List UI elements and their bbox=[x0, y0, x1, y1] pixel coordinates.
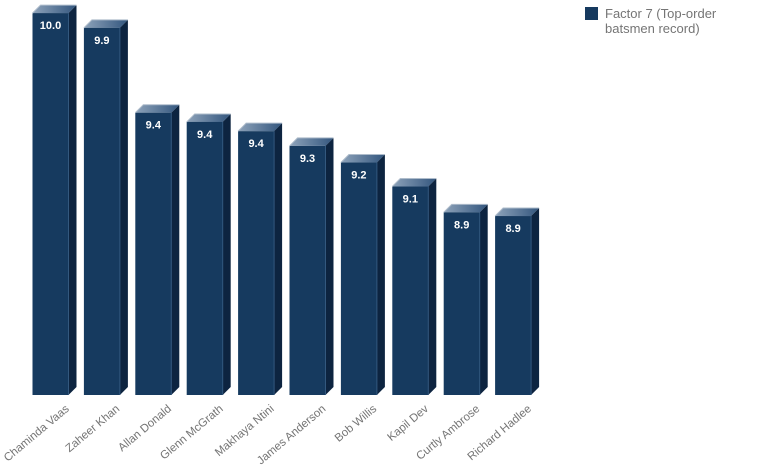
bar-side-face bbox=[68, 5, 77, 396]
bar-top-face bbox=[83, 19, 128, 28]
bar-value-label: 9.4 bbox=[146, 120, 162, 132]
bar-column[interactable]: 9.3 bbox=[289, 137, 334, 396]
bar-value-label: 9.4 bbox=[197, 129, 213, 141]
legend-swatch-icon bbox=[585, 7, 598, 20]
bar-front-face bbox=[186, 121, 223, 395]
bar-value-label: 9.9 bbox=[94, 35, 109, 47]
bar-value-label: 9.2 bbox=[351, 170, 366, 182]
bar-column[interactable]: 9.1 bbox=[391, 178, 437, 395]
bar-front-face bbox=[495, 216, 532, 395]
bar-front-face bbox=[32, 13, 69, 396]
bar-top-edge-highlight bbox=[237, 122, 283, 132]
bar-side-face bbox=[222, 113, 231, 395]
bar-column[interactable]: 9.4 bbox=[237, 122, 283, 396]
bar-top-edge-highlight bbox=[186, 113, 231, 123]
legend: Factor 7 (Top-order batsmen record) bbox=[585, 6, 767, 36]
bar-side-face bbox=[428, 178, 437, 395]
bar-top-face bbox=[135, 104, 180, 113]
bar-top-face bbox=[238, 123, 283, 132]
bar-top-face bbox=[495, 208, 540, 217]
bar-front-face bbox=[238, 131, 275, 396]
bar-value-label: 8.9 bbox=[454, 219, 469, 231]
bar-side-face bbox=[531, 208, 540, 395]
bar-side-face bbox=[171, 104, 180, 395]
bar-side-face bbox=[274, 123, 283, 395]
bar-top-edge-highlight bbox=[289, 137, 334, 147]
bar-top-edge-highlight bbox=[32, 4, 77, 14]
bar-front-face bbox=[83, 27, 120, 395]
bar-top-face bbox=[186, 113, 231, 122]
bar-side-face bbox=[376, 154, 385, 395]
bar-side-face bbox=[119, 19, 128, 395]
bar-column[interactable]: 9.4 bbox=[134, 104, 180, 395]
bar-top-face bbox=[392, 178, 437, 187]
bar-top-edge-highlight bbox=[134, 104, 180, 114]
bar-top-edge-highlight bbox=[83, 19, 128, 29]
bar-value-label: 10.0 bbox=[40, 20, 61, 32]
bar-top-face bbox=[443, 204, 488, 213]
bar-top-edge-highlight bbox=[494, 207, 540, 217]
bar-column[interactable]: 9.9 bbox=[83, 19, 128, 395]
bar-column[interactable]: 8.9 bbox=[443, 203, 488, 395]
bar-top-face bbox=[340, 154, 385, 163]
bar-front-face bbox=[135, 112, 172, 395]
bar-top-edge-highlight bbox=[340, 154, 385, 163]
bar-front-face bbox=[392, 186, 429, 395]
bar-value-label: 9.1 bbox=[403, 194, 418, 206]
bar-top-face bbox=[32, 5, 77, 14]
bar-column[interactable]: 8.9 bbox=[494, 207, 540, 395]
bar-side-face bbox=[479, 204, 488, 395]
legend-label: Factor 7 (Top-order batsmen record) bbox=[605, 6, 717, 36]
bar-side-face bbox=[325, 137, 334, 396]
bar-column[interactable]: 10.0 bbox=[32, 4, 77, 396]
bar-front-face bbox=[289, 145, 326, 395]
bar-column[interactable]: 9.2 bbox=[340, 154, 385, 395]
bar-front-face bbox=[443, 212, 480, 395]
bar-value-label: 9.3 bbox=[300, 153, 315, 165]
bar-top-edge-highlight bbox=[391, 178, 437, 187]
bar-value-label: 8.9 bbox=[505, 223, 520, 235]
bar-front-face bbox=[340, 162, 377, 395]
bar-top-face bbox=[289, 137, 334, 146]
bar-top-edge-highlight bbox=[443, 203, 488, 213]
bar-value-label: 9.4 bbox=[248, 138, 264, 150]
bar-column[interactable]: 9.4 bbox=[186, 113, 231, 395]
